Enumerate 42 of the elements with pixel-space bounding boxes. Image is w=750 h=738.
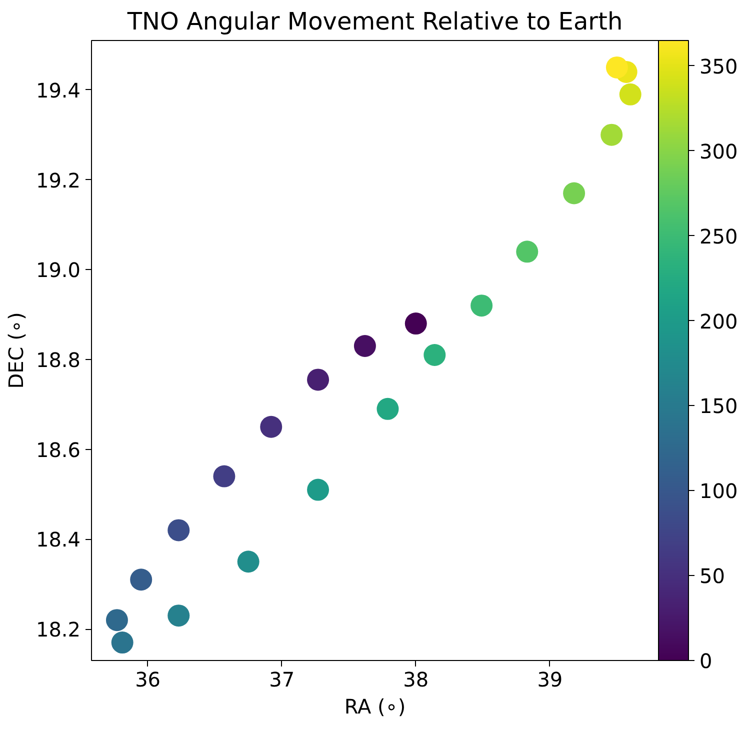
point bbox=[600, 124, 623, 146]
color-bar-label: 200 bbox=[700, 309, 738, 334]
color-bar-label: 100 bbox=[700, 479, 738, 504]
color-bar-label: 0 bbox=[700, 649, 712, 673]
x-tick-label: 37 bbox=[269, 668, 295, 692]
x-tick-label: 39 bbox=[537, 668, 563, 692]
point bbox=[606, 56, 628, 78]
point bbox=[563, 182, 586, 204]
point bbox=[237, 550, 260, 573]
y-tick-label: 18.4 bbox=[36, 528, 80, 552]
x-axis-title: RA (∘) bbox=[344, 694, 406, 718]
color-bar-label: 300 bbox=[700, 139, 738, 164]
point bbox=[354, 335, 376, 357]
y-tick-label: 19.4 bbox=[36, 78, 80, 102]
point bbox=[260, 416, 282, 438]
color-bar-label: 50 bbox=[700, 564, 725, 588]
y-tick-label: 18.8 bbox=[36, 348, 80, 372]
x-tick-label: 36 bbox=[135, 668, 161, 692]
y-axis-title: DEC (∘) bbox=[4, 312, 28, 389]
point bbox=[213, 465, 236, 488]
point bbox=[307, 478, 330, 501]
point bbox=[619, 83, 642, 106]
point bbox=[168, 604, 190, 627]
y-tick-label: 19.0 bbox=[36, 258, 80, 282]
y-tick-label: 18.2 bbox=[36, 618, 80, 642]
color-bar-label: 250 bbox=[700, 224, 738, 248]
point bbox=[307, 368, 330, 391]
point bbox=[470, 294, 493, 317]
x-tick-label: 38 bbox=[403, 668, 429, 692]
point bbox=[168, 519, 190, 542]
chart-title: TNO Angular Movement Relative to Earth bbox=[126, 8, 623, 36]
color-bar-label: 350 bbox=[700, 54, 738, 78]
point bbox=[376, 398, 399, 420]
color-bar-label: 150 bbox=[700, 394, 738, 418]
y-tick-label: 19.2 bbox=[36, 168, 80, 192]
point bbox=[424, 344, 446, 366]
point bbox=[106, 609, 128, 632]
point bbox=[111, 632, 134, 654]
point bbox=[130, 568, 152, 591]
y-tick-label: 18.6 bbox=[36, 438, 80, 462]
point bbox=[404, 312, 427, 335]
point bbox=[516, 240, 538, 263]
